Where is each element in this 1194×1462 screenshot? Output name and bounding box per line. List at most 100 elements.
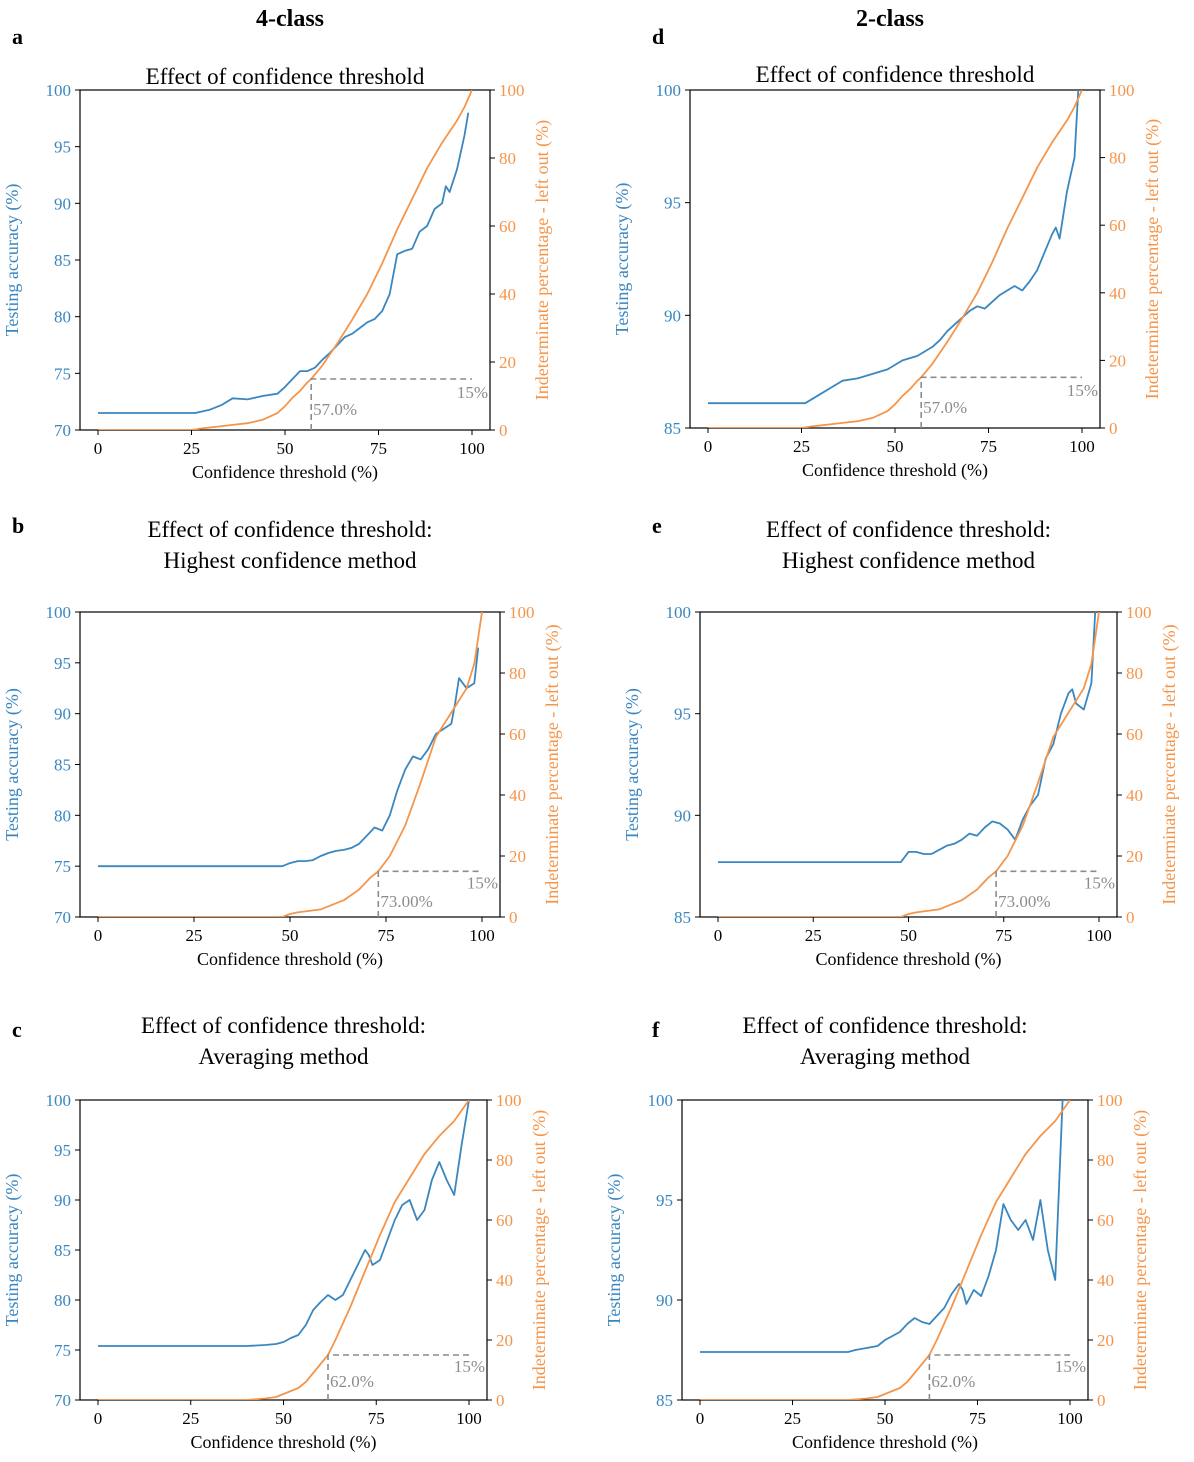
threshold-annotation: 57.0%: [923, 398, 967, 417]
y-left-tick-label: 95: [54, 1141, 71, 1160]
x-tick-label: 75: [378, 926, 395, 945]
x-axis-label: Confidence threshold (%): [191, 1432, 377, 1453]
threshold-annotation: 62.0%: [931, 1372, 975, 1391]
y-right-tick-label: 80: [496, 1151, 513, 1170]
y-right-tick-label: 60: [509, 725, 526, 744]
y-left-axis-label: Testing accuracy (%): [2, 1174, 23, 1327]
x-tick-label: 0: [94, 1409, 103, 1428]
y-right-tick-label: 80: [1097, 1151, 1114, 1170]
y-left-tick-label: 100: [666, 603, 692, 622]
threshold-annotation: 62.0%: [330, 1372, 374, 1391]
accuracy-series-line: [718, 612, 1097, 863]
y-right-axis-label: Indeterminate percentage - left out (%): [529, 1110, 550, 1390]
x-axis-label: Confidence threshold (%): [192, 462, 378, 483]
y-left-tick-label: 75: [54, 364, 71, 383]
y-right-tick-label: 40: [499, 285, 516, 304]
y-right-tick-label: 20: [509, 847, 526, 866]
y-left-axis-label: Testing accuracy (%): [622, 688, 643, 841]
y-left-tick-label: 95: [674, 705, 691, 724]
y-right-tick-label: 60: [496, 1211, 513, 1230]
indeterminate-series-line: [700, 1100, 1071, 1400]
y-left-tick-label: 95: [54, 654, 71, 673]
x-tick-label: 0: [94, 439, 103, 458]
x-tick-label: 100: [459, 439, 485, 458]
chart-title: Effect of confidence threshold:: [147, 517, 432, 542]
x-tick-label: 25: [793, 437, 810, 456]
x-axis-label: Confidence threshold (%): [792, 1432, 978, 1453]
y-left-axis-label: Testing accuracy (%): [604, 1174, 625, 1327]
column-header-4-class: 4-class: [256, 6, 324, 32]
accuracy-series-line: [700, 1100, 1070, 1353]
y-left-tick-label: 95: [664, 194, 681, 213]
chart-panel-d: d Effect of confidence threshold 0 25 50 75 10…: [612, 24, 1163, 481]
y-right-tick-label: 40: [496, 1271, 513, 1290]
percentage-annotation: 15%: [1055, 1357, 1086, 1376]
threshold-reference-line: [928, 1354, 1070, 1400]
plot-area: [98, 90, 473, 430]
y-right-tick-label: 0: [1097, 1391, 1106, 1410]
y-right-tick-label: 40: [1126, 786, 1143, 805]
percentage-annotation: 15%: [457, 383, 488, 402]
y-left-tick-label: 90: [54, 1191, 71, 1210]
x-tick-label: 100: [469, 926, 495, 945]
y-right-tick-label: 0: [509, 908, 518, 927]
panel-letter: e: [652, 513, 662, 538]
x-axis-label: Confidence threshold (%): [802, 460, 988, 481]
y-right-tick-label: 80: [499, 149, 516, 168]
threshold-reference-line: [995, 870, 1099, 917]
threshold-reference-line: [377, 870, 482, 917]
y-right-tick-label: 60: [1126, 725, 1143, 744]
y-left-tick-label: 70: [54, 421, 71, 440]
column-header-2-class: 2-class: [856, 6, 924, 32]
y-left-tick-label: 90: [656, 1291, 673, 1310]
y-right-tick-label: 100: [1126, 603, 1152, 622]
chart-title: Effect of confidence threshold: [146, 64, 425, 89]
y-right-tick-label: 0: [1126, 908, 1135, 927]
accuracy-series-line: [708, 90, 1080, 405]
y-left-tick-label: 85: [674, 908, 691, 927]
x-tick-label: 25: [784, 1409, 801, 1428]
chart-title: Averaging method: [800, 1044, 971, 1069]
x-tick-label: 100: [1069, 437, 1095, 456]
y-right-tick-label: 80: [509, 664, 526, 683]
y-left-tick-label: 70: [54, 1391, 71, 1410]
y-right-tick-label: 40: [509, 786, 526, 805]
y-right-tick-label: 80: [1109, 149, 1126, 168]
y-left-tick-label: 100: [46, 1091, 72, 1110]
x-tick-label: 0: [704, 437, 713, 456]
y-left-tick-label: 75: [54, 857, 71, 876]
y-left-tick-label: 80: [54, 806, 71, 825]
percentage-annotation: 15%: [1084, 874, 1115, 893]
y-left-axis-label: Testing accuracy (%): [612, 183, 633, 336]
y-left-tick-label: 95: [54, 138, 71, 157]
y-right-tick-label: 80: [1126, 664, 1143, 683]
x-tick-label: 75: [969, 1409, 986, 1428]
y-right-tick-label: 100: [1097, 1091, 1123, 1110]
y-right-tick-label: 20: [496, 1331, 513, 1350]
x-tick-label: 50: [887, 437, 904, 456]
y-left-tick-label: 85: [656, 1391, 673, 1410]
x-tick-label: 25: [182, 1409, 199, 1428]
x-tick-label: 25: [183, 439, 200, 458]
x-tick-label: 0: [714, 926, 723, 945]
panel-letter: f: [652, 1017, 660, 1042]
y-left-tick-label: 85: [54, 251, 71, 270]
y-left-tick-label: 85: [664, 419, 681, 438]
panel-letter: d: [652, 24, 664, 49]
y-right-tick-label: 100: [499, 81, 525, 100]
plot-area: [98, 612, 483, 917]
panel-letter: b: [12, 513, 24, 538]
y-right-tick-label: 40: [1097, 1271, 1114, 1290]
y-right-tick-label: 100: [496, 1091, 522, 1110]
y-left-tick-label: 100: [46, 81, 72, 100]
y-left-tick-label: 90: [664, 306, 681, 325]
x-tick-label: 0: [696, 1409, 705, 1428]
y-left-tick-label: 80: [54, 308, 71, 327]
chart-panel-a: a Effect of confidence threshold 0 25 50 75 10…: [2, 24, 553, 483]
panel-letter: c: [12, 1017, 22, 1042]
y-right-tick-label: 20: [1097, 1331, 1114, 1350]
y-left-tick-label: 100: [46, 603, 72, 622]
x-tick-label: 25: [805, 926, 822, 945]
plot-area: [718, 612, 1100, 917]
